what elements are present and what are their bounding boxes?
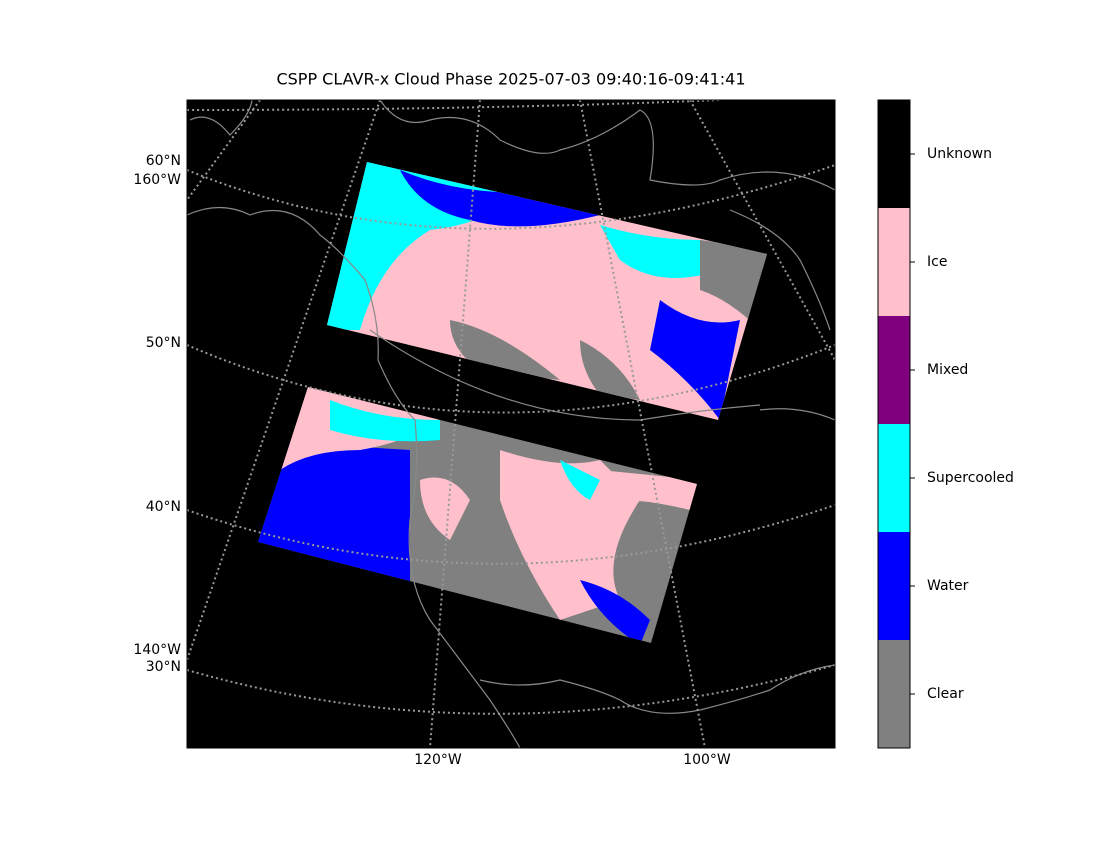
- colorbar-segment: [878, 532, 910, 640]
- colorbar-label: Unknown: [927, 146, 992, 162]
- colorbar-segment: [878, 640, 910, 748]
- swath-north: [327, 162, 767, 420]
- colorbar-segment: [878, 316, 910, 424]
- colorbar-label: Water: [927, 578, 969, 594]
- map-frame: [186, 99, 836, 749]
- lat-label: 50°N: [146, 335, 181, 351]
- colorbar-label: Supercooled: [927, 470, 1014, 486]
- colorbar-segment: [878, 208, 910, 316]
- lat-label: 60°N: [146, 153, 181, 169]
- map: [187, 100, 835, 748]
- colorbar-segment: [878, 424, 910, 532]
- lat-label: 30°N: [146, 659, 181, 675]
- colorbar: Unknown Ice Mixed Supercooled Water Clear: [877, 99, 1014, 749]
- colorbar-segment: [878, 100, 910, 208]
- colorbar-label: Clear: [927, 686, 964, 702]
- lat-label: 40°N: [146, 499, 181, 515]
- graticule: [187, 100, 835, 748]
- coastlines: [187, 100, 835, 748]
- lon-label: 140°W: [133, 642, 181, 658]
- graticule-labels: 60°N 160°W 50°N 40°N 140°W 30°N 120°W 10…: [133, 153, 731, 768]
- colorbar-frame: [877, 99, 911, 749]
- lon-label: 100°W: [683, 752, 731, 768]
- colorbar-label: Mixed: [927, 362, 968, 378]
- lon-label: 120°W: [414, 752, 462, 768]
- colorbar-label: Ice: [927, 254, 947, 270]
- lon-label: 160°W: [133, 172, 181, 188]
- title: CSPP CLAVR-x Cloud Phase 2025-07-03 09:4…: [276, 70, 745, 89]
